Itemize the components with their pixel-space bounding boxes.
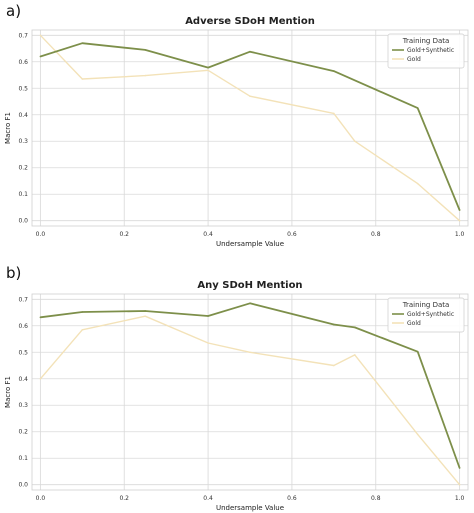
data-point	[144, 74, 146, 77]
data-point	[39, 377, 42, 380]
x-tick-label: 0.8	[371, 231, 381, 238]
data-point	[333, 70, 335, 72]
data-point	[207, 66, 209, 69]
x-tick-label: 1.0	[455, 495, 465, 502]
data-point	[207, 315, 209, 317]
series-line-gold	[39, 315, 461, 486]
x-tick-label: 0.4	[203, 495, 213, 502]
data-point	[207, 69, 209, 72]
data-point	[144, 49, 146, 51]
legend-entry: Gold	[407, 320, 421, 327]
y-tick-label: 0.3	[18, 402, 28, 409]
data-point	[354, 354, 356, 356]
data-point	[458, 219, 461, 222]
y-axis-label: Macro F1	[4, 376, 12, 408]
legend-entry: Gold	[407, 56, 421, 63]
y-tick-label: 0.1	[18, 455, 28, 462]
data-point	[333, 112, 335, 115]
data-point	[333, 323, 335, 326]
x-tick-label: 0.2	[119, 231, 129, 238]
x-tick-label: 0.6	[287, 231, 297, 238]
y-axis-label: Macro F1	[4, 112, 12, 144]
y-tick-label: 0.7	[18, 296, 28, 303]
legend: Training Data Gold+Synthetic Gold	[387, 297, 465, 333]
legend-entry: Gold+Synthetic	[407, 47, 454, 54]
data-point	[416, 107, 419, 109]
y-tick-label: 0.5	[18, 349, 28, 356]
data-point	[416, 350, 419, 353]
x-tick-label: 1.0	[455, 231, 465, 238]
y-tick-label: 0.6	[18, 59, 28, 66]
y-tick-label: 0.2	[18, 429, 28, 436]
data-point	[249, 302, 251, 305]
legend-title: Training Data	[402, 301, 450, 309]
y-tick-label: 0.7	[18, 32, 28, 39]
x-tick-label: 0.4	[203, 231, 213, 238]
data-point	[144, 310, 146, 312]
chart-panel-1: a) Adverse SDoH Mention 0.0 0.1 0.2 0.3 0.4 0.5…	[4, 2, 469, 248]
data-point	[249, 351, 251, 354]
legend-title: Training Data	[402, 37, 450, 45]
data-point	[39, 34, 42, 37]
y-tick-label: 0.4	[18, 376, 28, 383]
x-tick-label: 0.2	[119, 495, 129, 502]
x-axis-label: Undersample Value	[216, 240, 284, 248]
data-point	[416, 182, 419, 185]
data-point	[249, 95, 251, 98]
y-tick-label: 0.6	[18, 323, 28, 330]
data-point	[39, 55, 42, 58]
data-point	[458, 483, 461, 486]
data-point	[458, 467, 461, 469]
x-tick-label: 0.8	[371, 495, 381, 502]
chart-panel-2: b) Any SDoH Mention 0.0 0.1 0.2 0.3 0.4 0.5 0.6 0…	[4, 264, 469, 512]
data-point	[333, 364, 335, 367]
x-tick-label: 0.0	[36, 231, 46, 238]
panel-label: a)	[6, 2, 21, 20]
data-point	[81, 311, 84, 313]
data-point	[39, 316, 42, 319]
y-tick-label: 0.1	[18, 191, 28, 198]
data-point	[416, 433, 419, 436]
y-tick-label: 0.0	[18, 482, 28, 489]
y-tick-label: 0.2	[18, 165, 28, 172]
data-point	[81, 78, 84, 80]
plot-area	[31, 293, 469, 491]
y-tick-label: 0.3	[18, 138, 28, 145]
data-point	[81, 328, 84, 331]
y-tick-label: 0.4	[18, 112, 28, 119]
x-axis-label: Undersample Value	[216, 504, 284, 512]
data-point	[249, 50, 251, 53]
y-tick-label: 0.0	[18, 218, 28, 225]
chart-title: Any SDoH Mention	[197, 280, 302, 291]
y-tick-label: 0.5	[18, 85, 28, 92]
x-tick-label: 0.0	[36, 495, 46, 502]
legend-box	[387, 297, 465, 333]
legend-entry: Gold+Synthetic	[407, 311, 454, 318]
data-point	[354, 140, 356, 143]
data-point	[81, 42, 84, 45]
legend-box	[387, 33, 465, 69]
data-point	[354, 326, 356, 329]
series-line-gold-synthetic	[40, 42, 461, 211]
data-point	[207, 342, 209, 344]
x-tick-label: 0.6	[287, 495, 297, 502]
legend: Training Data Gold+Synthetic Gold	[387, 33, 465, 69]
plot-area	[31, 29, 469, 227]
data-point	[144, 315, 146, 318]
data-point	[458, 209, 461, 211]
panel-label: b)	[6, 264, 21, 282]
chart-title: Adverse SDoH Mention	[185, 16, 315, 27]
